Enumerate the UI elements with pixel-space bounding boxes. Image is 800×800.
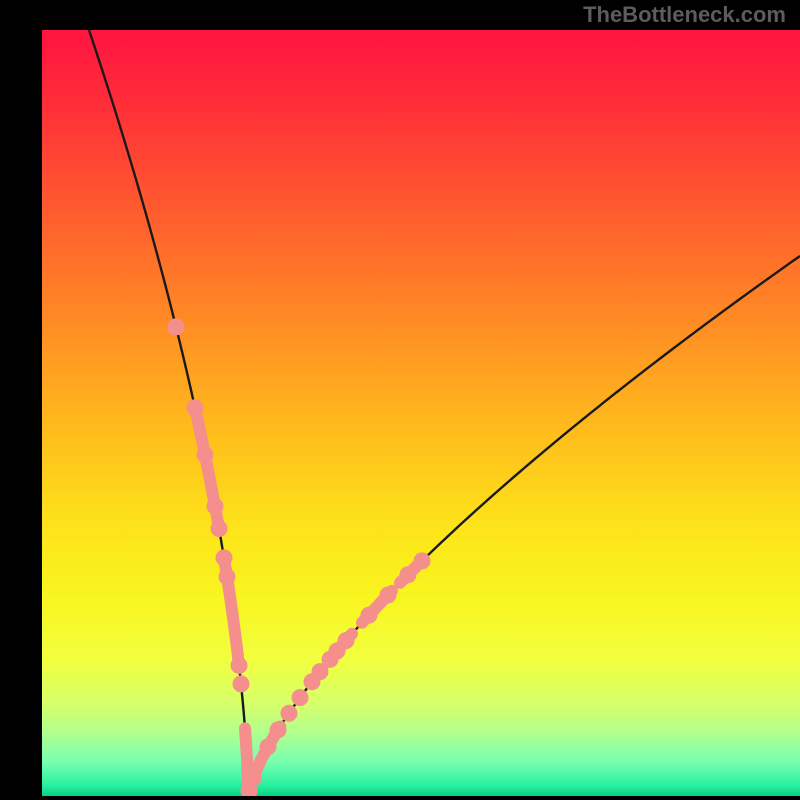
data-dot-22 — [400, 566, 417, 583]
data-dot-4 — [211, 520, 228, 537]
data-dot-23 — [414, 552, 431, 569]
data-dot-21 — [380, 587, 397, 604]
chart-container: { "watermark": { "text": "TheBottleneck.… — [0, 0, 800, 800]
data-dot-12 — [270, 721, 287, 738]
watermark-text: TheBottleneck.com — [583, 2, 786, 27]
data-dot-5 — [216, 549, 233, 566]
data-dot-8 — [233, 675, 250, 692]
data-dot-10 — [245, 770, 262, 787]
data-dot-2 — [197, 446, 214, 463]
bottleneck-chart: TheBottleneck.com — [0, 0, 800, 800]
data-dot-6 — [219, 568, 236, 585]
data-dot-20 — [361, 607, 378, 624]
data-dot-1 — [187, 399, 204, 416]
data-dot-13 — [281, 705, 298, 722]
data-dot-0 — [168, 318, 185, 335]
plot-background-gradient — [42, 30, 800, 796]
data-dot-14 — [292, 689, 309, 706]
data-dot-19 — [338, 632, 355, 649]
data-dot-7 — [231, 657, 248, 674]
data-dot-11 — [260, 738, 277, 755]
data-dot-3 — [207, 498, 224, 515]
